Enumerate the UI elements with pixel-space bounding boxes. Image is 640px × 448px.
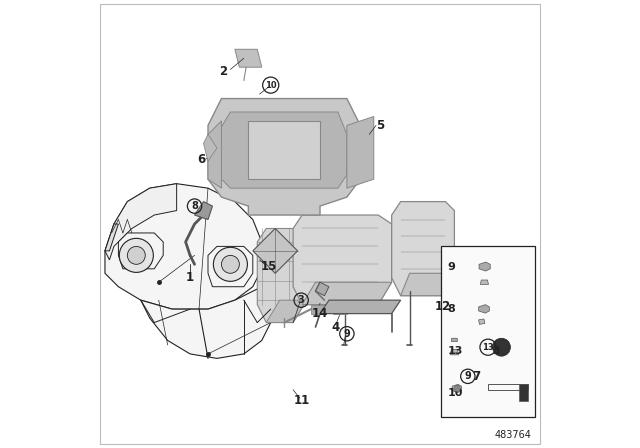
Polygon shape	[392, 202, 454, 296]
Polygon shape	[520, 384, 529, 401]
Polygon shape	[479, 262, 490, 271]
Text: 15: 15	[260, 260, 276, 273]
Polygon shape	[347, 116, 374, 188]
Polygon shape	[204, 134, 217, 161]
Polygon shape	[401, 273, 454, 296]
Text: 14: 14	[312, 307, 328, 320]
Polygon shape	[208, 121, 221, 188]
Polygon shape	[208, 99, 360, 215]
Bar	[441, 246, 535, 417]
Text: 9: 9	[448, 262, 456, 271]
Text: 6: 6	[197, 152, 205, 166]
Polygon shape	[479, 319, 485, 324]
Text: 7: 7	[472, 370, 480, 383]
Text: 4: 4	[332, 320, 340, 334]
Polygon shape	[481, 280, 488, 284]
Polygon shape	[105, 184, 177, 260]
Polygon shape	[266, 300, 307, 323]
Bar	[248, 121, 320, 179]
Text: 5: 5	[376, 119, 385, 132]
Polygon shape	[451, 349, 458, 355]
Text: 483764: 483764	[494, 430, 531, 439]
Polygon shape	[105, 224, 118, 251]
Text: 13: 13	[482, 343, 494, 352]
Circle shape	[213, 247, 248, 281]
Polygon shape	[293, 215, 392, 305]
Polygon shape	[208, 246, 253, 287]
Circle shape	[493, 338, 511, 356]
Polygon shape	[479, 305, 490, 313]
Polygon shape	[105, 184, 262, 309]
Text: 11: 11	[294, 394, 310, 408]
Polygon shape	[472, 349, 531, 367]
Circle shape	[119, 238, 154, 272]
Text: 8: 8	[448, 304, 456, 314]
Polygon shape	[333, 305, 347, 314]
Polygon shape	[118, 233, 163, 269]
Polygon shape	[463, 282, 508, 296]
Polygon shape	[302, 282, 392, 305]
Polygon shape	[316, 282, 329, 296]
Polygon shape	[311, 305, 324, 314]
Polygon shape	[235, 49, 262, 67]
Text: 9: 9	[465, 371, 471, 381]
Circle shape	[221, 255, 239, 273]
Text: 12: 12	[435, 300, 451, 314]
Polygon shape	[451, 338, 458, 341]
Text: 13: 13	[448, 346, 463, 356]
Text: 10: 10	[448, 388, 463, 398]
Text: 3: 3	[493, 346, 500, 356]
Circle shape	[127, 246, 145, 264]
Polygon shape	[257, 228, 307, 323]
Polygon shape	[217, 112, 347, 188]
Text: 2: 2	[220, 65, 228, 78]
Circle shape	[454, 385, 460, 392]
Text: 1: 1	[186, 271, 194, 284]
Text: 10: 10	[265, 81, 276, 90]
Polygon shape	[320, 300, 401, 314]
Polygon shape	[452, 384, 461, 392]
Polygon shape	[463, 296, 499, 340]
Polygon shape	[141, 287, 271, 358]
Polygon shape	[253, 228, 298, 273]
Text: 3: 3	[298, 295, 305, 305]
Text: 8: 8	[191, 201, 198, 211]
Polygon shape	[195, 202, 212, 220]
Text: 9: 9	[344, 329, 350, 339]
